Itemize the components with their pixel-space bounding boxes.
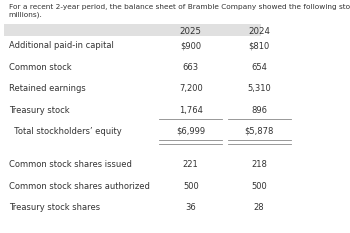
Text: 2025: 2025 (180, 27, 202, 36)
Text: Treasury stock: Treasury stock (9, 106, 69, 115)
Text: 2024: 2024 (248, 27, 270, 36)
Text: Additional paid-in capital: Additional paid-in capital (9, 41, 114, 50)
Text: Retained earnings: Retained earnings (9, 84, 85, 93)
Text: 500: 500 (183, 182, 199, 191)
Text: 896: 896 (251, 106, 267, 115)
Text: 663: 663 (183, 63, 199, 72)
Text: For a recent 2-year period, the balance sheet of Bramble Company showed the foll: For a recent 2-year period, the balance … (9, 3, 350, 10)
FancyBboxPatch shape (4, 24, 261, 36)
Text: millions).: millions). (9, 11, 43, 18)
Text: Total stockholders’ equity: Total stockholders’ equity (9, 127, 121, 136)
Text: 500: 500 (251, 182, 267, 191)
Text: Common stock shares issued: Common stock shares issued (9, 160, 132, 169)
Text: 28: 28 (254, 203, 264, 212)
Text: 221: 221 (183, 160, 199, 169)
Text: Common stock shares authorized: Common stock shares authorized (9, 182, 150, 191)
Text: 1,764: 1,764 (179, 106, 203, 115)
Text: 7,200: 7,200 (179, 84, 203, 93)
Text: 36: 36 (186, 203, 196, 212)
Text: 654: 654 (251, 63, 267, 72)
Text: $810: $810 (248, 41, 270, 50)
Text: 5,310: 5,310 (247, 84, 271, 93)
Text: $900: $900 (180, 41, 201, 50)
Text: Common stock: Common stock (9, 63, 71, 72)
Text: Treasury stock shares: Treasury stock shares (9, 203, 100, 212)
Text: $5,878: $5,878 (244, 127, 274, 136)
Text: 218: 218 (251, 160, 267, 169)
Text: $6,999: $6,999 (176, 127, 205, 136)
